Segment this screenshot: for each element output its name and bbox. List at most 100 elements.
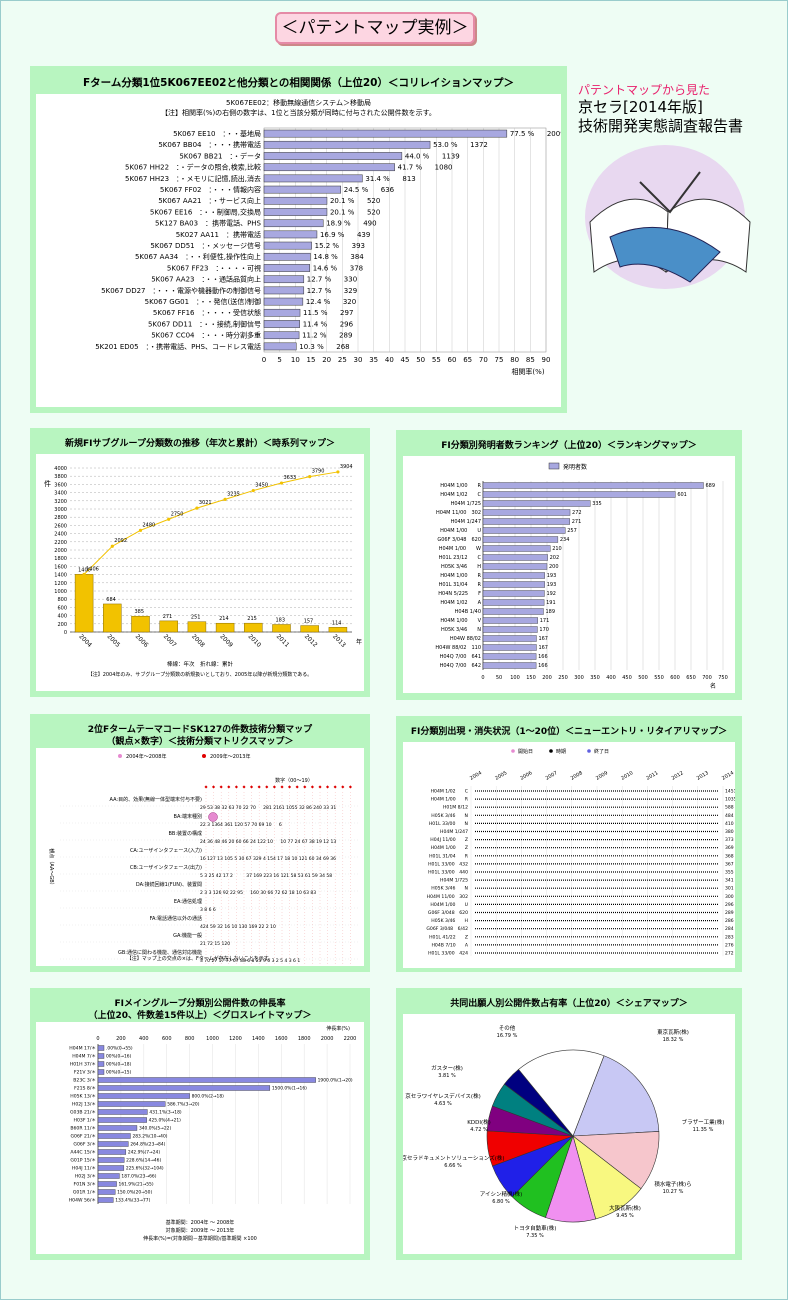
row-label: BB:装置の構成 (168, 830, 202, 837)
y-tick-label: 200 (57, 622, 67, 628)
x-tick-label: 1000 (206, 1036, 219, 1042)
bar (482, 617, 538, 624)
category-label: 5K067 DD11 ：・・接続,制御信号 (148, 319, 261, 328)
value-label: 272 (572, 510, 582, 516)
cumulative-point (195, 506, 199, 510)
row-label: CB:ユーザインタフェース(出力) (130, 864, 202, 871)
year-label: 2004 (469, 770, 483, 782)
x-tick-label: 55 (432, 356, 441, 364)
y-tick-label: 1400 (54, 573, 67, 579)
growth-title-2: （上位20、件数差15件以上）＜グロスレイトマップ＞ (88, 1011, 312, 1021)
row-count: 368 (725, 853, 734, 859)
x-tick-label: 65 (463, 356, 472, 364)
y-tick-label: 1800 (54, 556, 67, 562)
row-label: H04M 1/725 (440, 878, 468, 884)
year-label: 2014 (721, 770, 735, 782)
bar (263, 331, 300, 340)
cumulative-value-label: 1406 (86, 566, 99, 572)
slice-pct-label: 16.79 % (497, 1033, 518, 1039)
cumulative-point (138, 528, 143, 532)
column-marker: ◆ (235, 784, 239, 789)
row-label: H01L 33/00 N (429, 821, 468, 827)
row-count: 301 (725, 886, 734, 892)
row-values: 21 72 15 120 (200, 941, 230, 947)
slice-pct-label: 4.72 % (470, 1127, 488, 1133)
category-label: H04M 1/02 C (440, 492, 481, 498)
x-tick-label: 2007 (162, 633, 178, 649)
row-count: 1035 (725, 797, 735, 803)
x-tick-label: 85 (526, 356, 535, 364)
x-tick-label: 250 (558, 675, 568, 681)
legend-label: 終了日 (594, 748, 609, 755)
column-marker: ◆ (242, 784, 246, 789)
bar (263, 196, 328, 205)
x-axis-title: 相関率(%) (511, 367, 544, 376)
category-label: G01P 15/＊ (70, 1158, 96, 1164)
row-label: H04M 1/247 (440, 829, 468, 835)
column-marker: ◆ (227, 784, 231, 789)
growth-chart: 伸長率(%) 0 200 400 600 800 1000 1200 1400 1600 1800 2… (69, 1025, 357, 1242)
year-label: 2007 (545, 770, 559, 782)
value-label: 228.6%(14→46) (126, 1158, 161, 1164)
x-tick-label: 1400 (252, 1036, 265, 1042)
timeline-panel: FI分類別出現・消失状況（1～20位）＜ニューエントリ・リタイアリマップ＞ 開始… (396, 716, 742, 972)
page-title: ＜パテントマップ実例＞ (275, 12, 475, 44)
y-tick-label: 3200 (54, 499, 67, 505)
column-marker: ◆ (250, 784, 254, 789)
row-label: GB:通信に関わる機能、通信対応機能 (118, 949, 202, 956)
row-label: H05K 3/46 N (431, 886, 468, 892)
slice-pct-label: 6.66 % (444, 1163, 462, 1169)
cumulative-point (251, 488, 255, 493)
bar (263, 342, 297, 351)
bar (263, 241, 312, 250)
row-label: EA:通信処理 (174, 898, 202, 905)
category-label: H05K 13/＊ (70, 1094, 96, 1100)
count-label: 1139 (442, 152, 460, 160)
x-tick-label: 75 (495, 356, 504, 364)
column-marker: ◆ (265, 784, 269, 789)
bar (263, 219, 324, 228)
row-label: H04M 1/02 C (431, 789, 468, 795)
row-values: 5 3 25 42 17 2 37 169 223 16 121 58 53 6… (200, 873, 332, 879)
legend-marker (511, 749, 515, 753)
x-tick-label: 2012 (303, 633, 319, 649)
category-label: G03B 21/＊ (70, 1110, 96, 1116)
row-label: H01L 33/00 424 (428, 951, 468, 957)
bar (482, 500, 591, 507)
x-tick-label: 400 (139, 1036, 149, 1042)
timeline-chart: 開始日 時期 終了日 2004 2005 2006 2007 2008 2009 2010 2011… (426, 748, 736, 957)
annual-bar (74, 574, 94, 633)
bar (263, 129, 508, 138)
count-label: 520 (367, 197, 380, 205)
value-label: 167 (538, 645, 548, 651)
column-marker: ◆ (220, 784, 224, 789)
bar (97, 1061, 105, 1067)
row-label: H04M 1/00 U (430, 902, 468, 908)
row-count: 296 (725, 902, 734, 908)
x-axis-caption: 棒線：年次 折れ線：累計 (167, 660, 234, 668)
year-label: 2009 (595, 770, 609, 782)
value-label: 00%(0→15) (106, 1070, 132, 1076)
year-label: 2005 (494, 770, 508, 782)
value-label: 00%(0→16) (106, 1054, 132, 1060)
value-label: 00%(0→18) (106, 1062, 132, 1068)
row-count: 300 (725, 894, 734, 900)
annual-value-label: 214 (219, 616, 229, 622)
y-tick-label: 3000 (54, 507, 67, 513)
category-label: H04M 17/＊ (69, 1046, 96, 1052)
row-count: 367 (725, 861, 734, 867)
value-label: 225.6%(32→104) (126, 1166, 164, 1172)
category-label: 5K067 BB21 ：・データ (179, 151, 261, 160)
value-label: 150.0%(20→50) (117, 1190, 152, 1196)
value-label: 161.9%(21→55) (119, 1182, 154, 1188)
annual-bar (244, 622, 263, 633)
legend-label-2: 2009年～2013年 (210, 753, 250, 760)
row-label: DA:接続回線1(FUN)、装置間 (136, 881, 202, 888)
bar (97, 1069, 105, 1075)
value-label: 31.4 % (365, 175, 390, 183)
row-label: H04M 11/00 302 (427, 894, 468, 900)
count-label: 2009 (547, 130, 561, 138)
bar (482, 662, 537, 669)
value-label: 18.9 % (326, 220, 351, 228)
timeline-area: 開始日 時期 終了日 2004 2005 2006 2007 2008 2009 2010 2011… (403, 742, 737, 968)
